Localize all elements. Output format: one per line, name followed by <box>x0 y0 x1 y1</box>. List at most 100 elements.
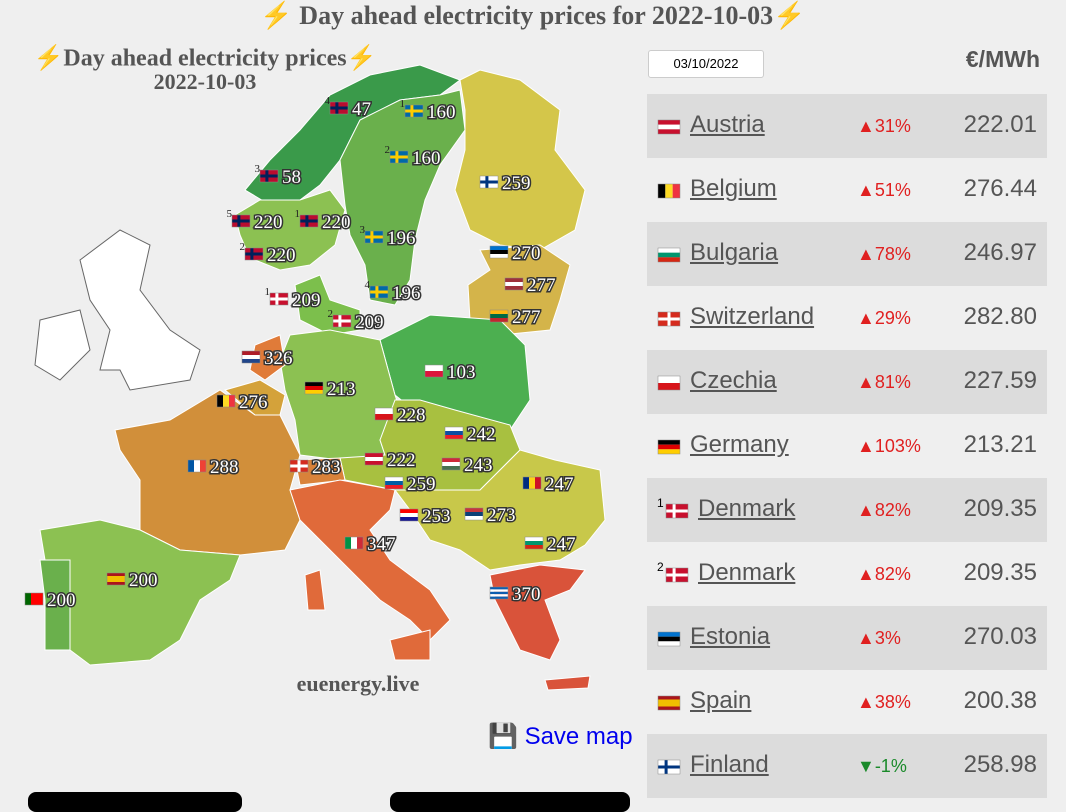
flag-icon <box>384 476 404 490</box>
country-link[interactable]: Estonia <box>690 623 771 650</box>
flag-stripe <box>658 124 680 130</box>
price-label: 213 <box>327 379 356 400</box>
country-link[interactable]: Czechia <box>690 367 777 394</box>
flag-icon <box>299 214 319 228</box>
price-label: 270 <box>512 243 541 264</box>
flag-border <box>424 364 444 378</box>
flag-border <box>289 459 309 473</box>
flag-border <box>304 381 324 395</box>
flag-stripe <box>107 582 125 585</box>
flag <box>665 503 689 519</box>
button[interactable] <box>28 792 242 812</box>
flag-icon <box>489 586 509 600</box>
date-picker[interactable]: 03/10/2022 <box>648 50 764 78</box>
flag-stripe <box>658 703 680 707</box>
flag-stripe <box>658 632 680 637</box>
flag-icon <box>106 572 126 586</box>
flag-stripe <box>425 371 443 377</box>
flag-border <box>299 214 319 228</box>
flag-icon <box>216 394 236 408</box>
flag-cross <box>390 155 408 159</box>
price-label: 220 <box>254 212 283 233</box>
flag-cross <box>232 219 250 223</box>
price: 222.01 <box>963 111 1037 138</box>
page-title: ⚡ Day ahead electricity prices for 2022-… <box>260 1 806 30</box>
flag-border <box>665 567 689 583</box>
price-label: 273 <box>487 505 516 526</box>
flag-stripe <box>385 485 403 489</box>
flag-stripe <box>658 248 680 253</box>
flag-icon <box>364 452 384 466</box>
map: ⚡Day ahead electricity prices⚡ 2022-10-0… <box>24 44 606 696</box>
portugal <box>39 559 71 651</box>
flag-border <box>657 247 681 263</box>
price-change: ▲82% <box>857 500 911 520</box>
flag-cross <box>333 319 351 323</box>
flag-icon <box>364 230 384 244</box>
flag-border <box>369 285 389 299</box>
price-label: 259 <box>502 173 531 194</box>
country-link[interactable]: Finland <box>690 751 769 778</box>
table-row: Bulgaria ▲78% 246.97 <box>647 222 1047 286</box>
price-change: ▼-1% <box>857 756 907 776</box>
table-row: Belgium ▲51% 276.44 <box>647 158 1047 222</box>
country-link[interactable]: Denmark <box>698 559 796 586</box>
flag-border <box>187 459 207 473</box>
flag <box>657 183 681 199</box>
price: 209.35 <box>963 559 1037 586</box>
price-label: 228 <box>397 405 426 426</box>
save-label[interactable]: Save map <box>524 723 633 750</box>
flag <box>665 567 689 583</box>
flag-border <box>444 426 464 440</box>
flag-stripe <box>529 477 535 489</box>
price-change: ▲29% <box>857 308 911 328</box>
country-link[interactable]: Belgium <box>690 175 777 202</box>
country-link[interactable]: Austria <box>690 111 765 138</box>
price-label: 370 <box>512 584 541 605</box>
country-link[interactable]: Bulgaria <box>690 239 779 266</box>
country-link[interactable]: Denmark <box>698 495 796 522</box>
flag-stripe <box>107 573 125 576</box>
button[interactable] <box>390 792 630 812</box>
flag-stripe <box>490 314 508 318</box>
price-change: ▲51% <box>857 180 911 200</box>
save-map-button[interactable]: 💾 Save map <box>488 722 633 751</box>
flag <box>657 247 681 263</box>
flag-stripe <box>525 545 543 549</box>
flag-icon <box>657 695 681 711</box>
price-change: ▲31% <box>857 116 911 136</box>
flag-icon <box>479 175 499 189</box>
flag-border <box>657 695 681 711</box>
country-link[interactable]: Switzerland <box>690 303 815 330</box>
flag-stripe <box>365 461 383 465</box>
flag-stripe <box>375 408 393 414</box>
flag-stripe <box>229 395 235 407</box>
flag-stripe <box>465 508 483 512</box>
flag-stripe <box>490 589 508 592</box>
price: 270.03 <box>963 623 1037 650</box>
flag-border <box>389 150 409 164</box>
flag-icon <box>522 476 542 490</box>
flag-cross <box>290 464 308 468</box>
price-label: 200 <box>129 570 158 591</box>
price: 276.44 <box>963 175 1037 202</box>
flag-stripe <box>658 699 680 703</box>
flag-stripe <box>658 184 666 198</box>
price-label: 242 <box>467 424 496 445</box>
flag-stripe <box>490 594 508 597</box>
flag-stripe <box>523 477 529 489</box>
country-link[interactable]: Germany <box>690 431 789 458</box>
flag-icon <box>657 759 681 775</box>
flag-stripe <box>490 318 508 322</box>
country-link[interactable]: Spain <box>690 687 752 714</box>
flag-icon <box>259 169 279 183</box>
flag-cross <box>260 174 278 178</box>
price-label: 196 <box>392 283 421 304</box>
price: 246.97 <box>963 239 1037 266</box>
map-date: 2022-10-03 <box>154 69 257 94</box>
zone-number: 3 <box>255 163 261 175</box>
flag-icon <box>657 375 681 391</box>
flag-stripe <box>658 376 680 383</box>
flag-cross <box>330 106 348 110</box>
